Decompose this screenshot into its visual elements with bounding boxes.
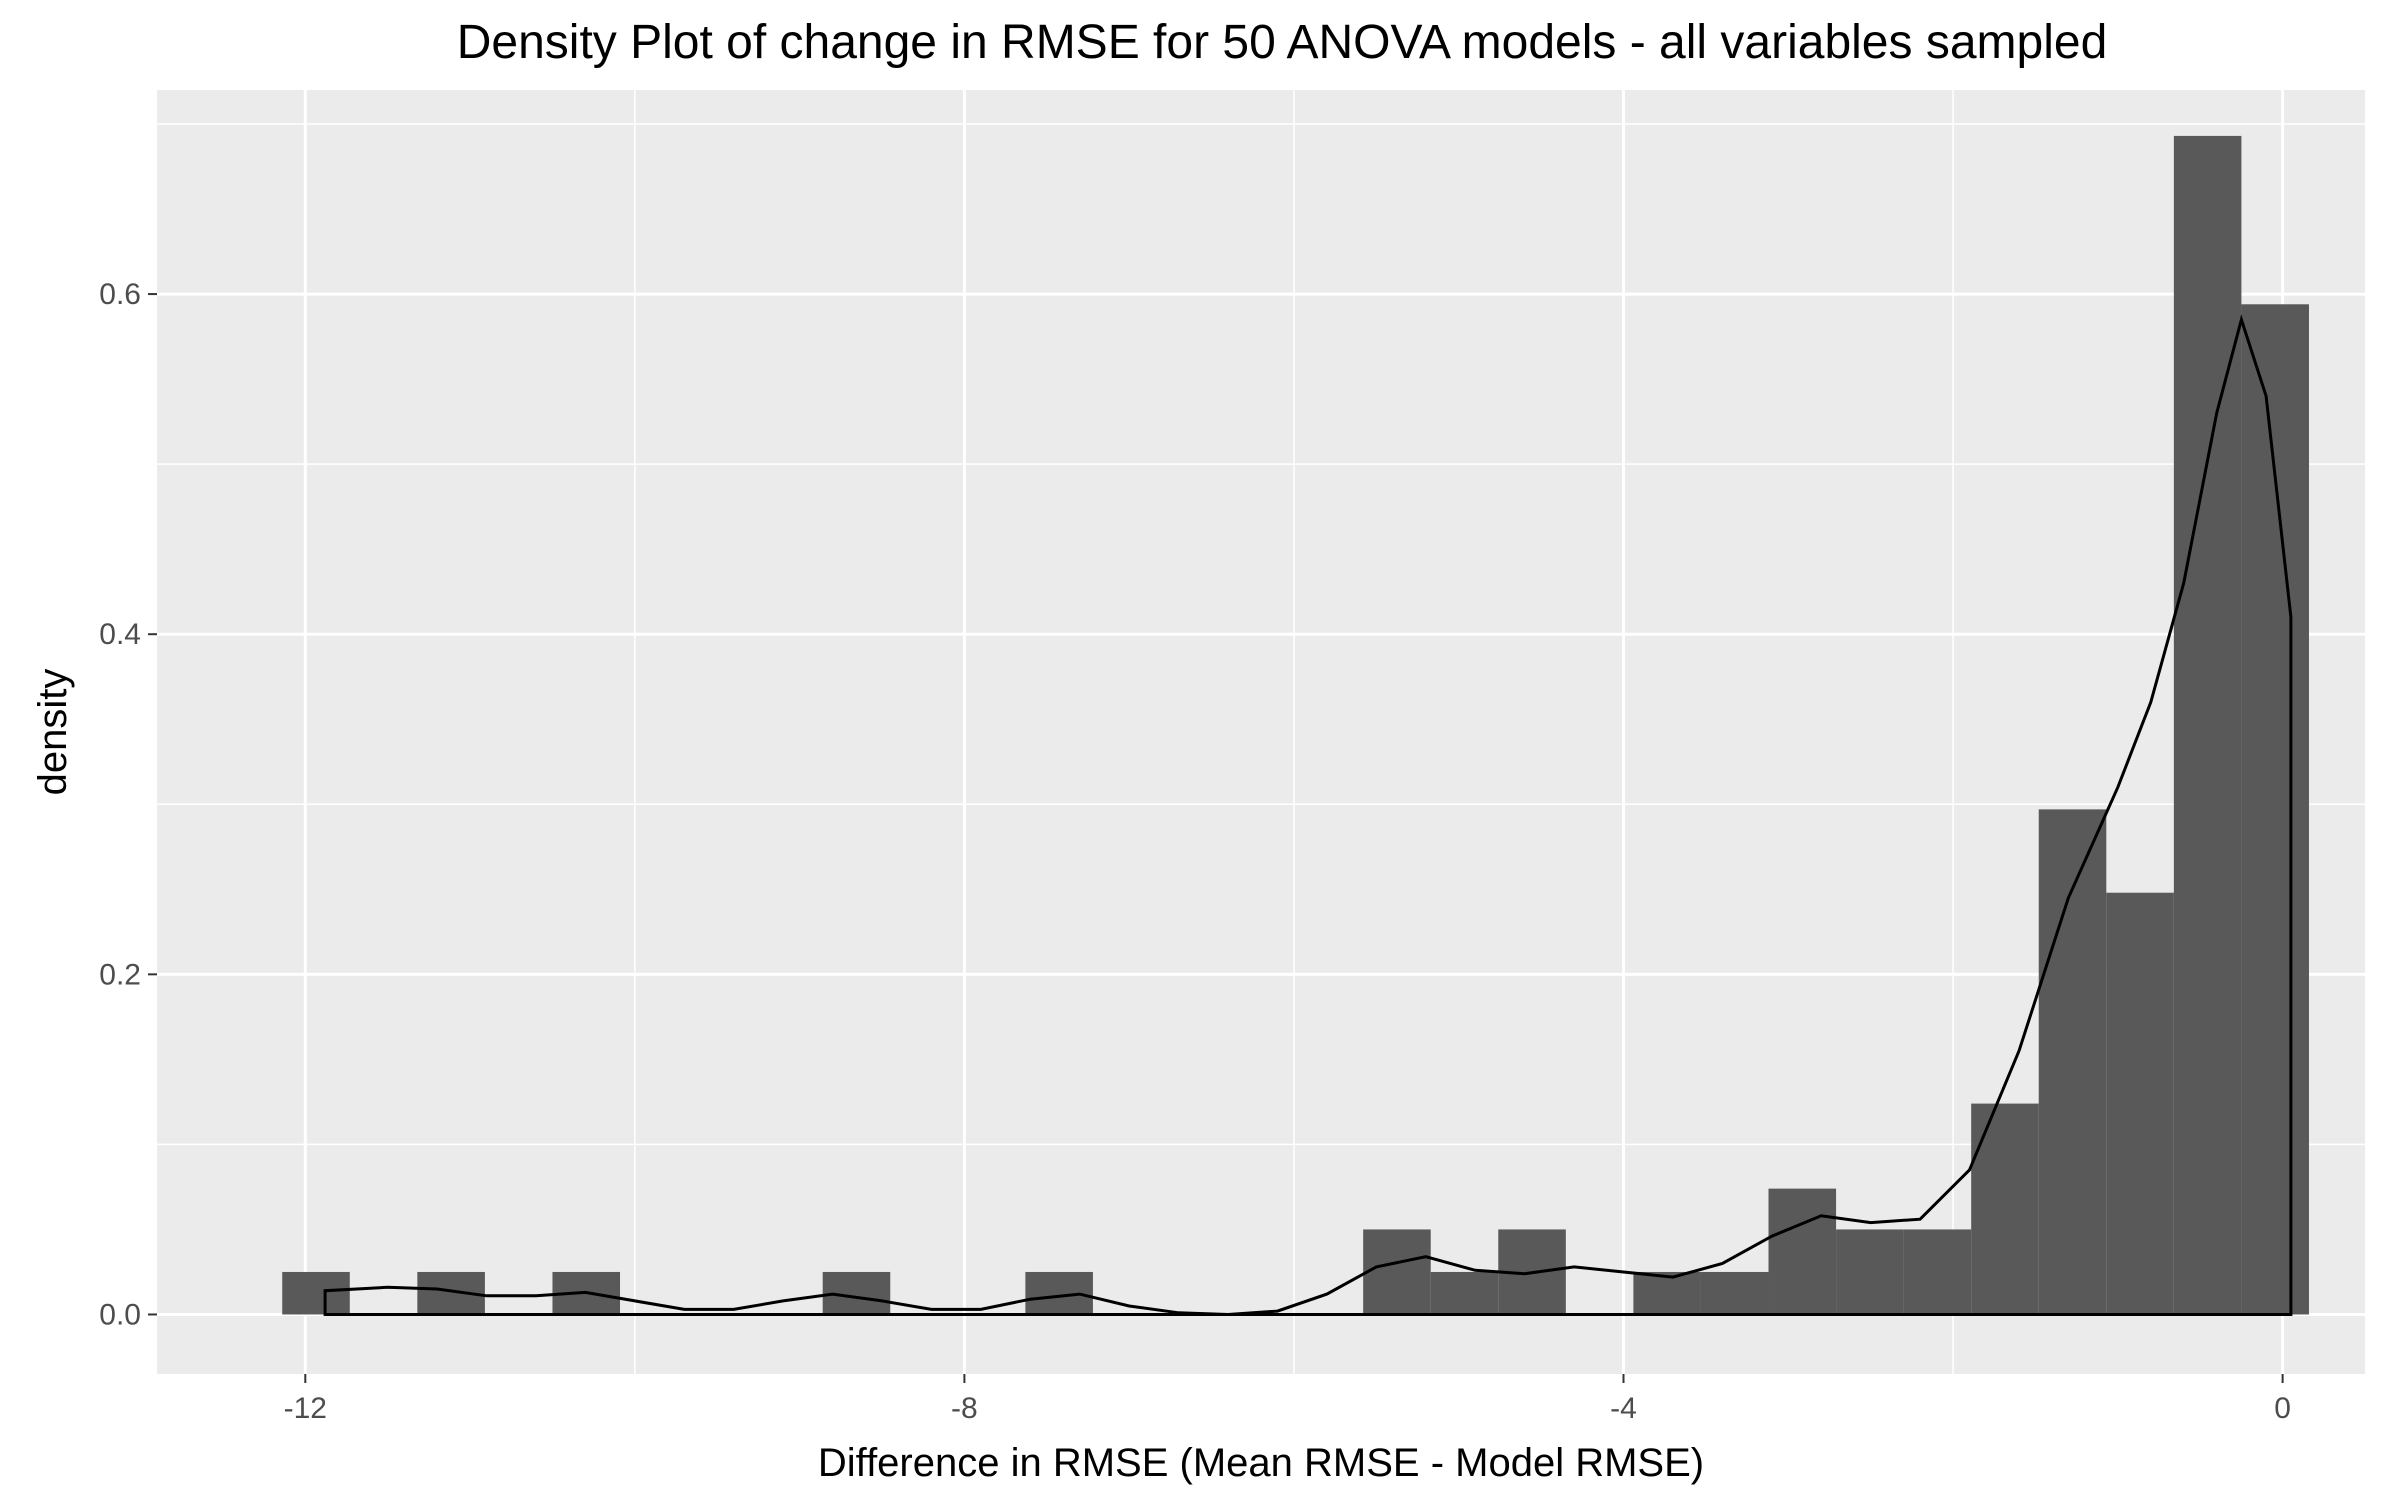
histogram-bar xyxy=(1836,1229,1904,1315)
histogram-bar xyxy=(1430,1271,1499,1315)
y-tick-label: 0.2 xyxy=(99,958,141,991)
histogram-bar xyxy=(2038,809,2107,1315)
x-axis-title: Difference in RMSE (Mean RMSE - Model RM… xyxy=(818,1441,1704,1485)
minor-gridlines xyxy=(157,90,2365,1374)
x-tick-label: -4 xyxy=(1610,1392,1637,1425)
histogram-bar xyxy=(1971,1103,2039,1315)
histogram-bar xyxy=(1363,1229,1431,1315)
y-axis-title: density xyxy=(31,669,75,796)
x-tick-label: -12 xyxy=(284,1392,327,1425)
histogram-bar xyxy=(2241,304,2309,1315)
histogram-bar xyxy=(282,1271,350,1315)
histogram-bar xyxy=(1025,1271,1093,1315)
density-curve xyxy=(323,314,2293,1317)
x-tick-label: 0 xyxy=(2274,1392,2291,1425)
histogram-bar xyxy=(2106,892,2174,1315)
x-axis: -12 -8 -4 0 xyxy=(284,1374,2291,1425)
histogram-bar xyxy=(1633,1271,1701,1315)
histogram-bar xyxy=(1903,1229,1972,1315)
histogram-bar xyxy=(1768,1188,1837,1315)
y-tick-label: 0.6 xyxy=(99,278,141,311)
y-tick-label: 0.4 xyxy=(99,618,141,651)
y-tick-label: 0.0 xyxy=(99,1298,141,1331)
histogram-bar xyxy=(1700,1271,1769,1315)
x-tick-label: -8 xyxy=(951,1392,978,1425)
y-axis: 0.0 0.2 0.4 0.6 xyxy=(99,278,157,1331)
chart-title: Density Plot of change in RMSE for 50 AN… xyxy=(457,16,2108,69)
histogram-bar xyxy=(2173,135,2242,1315)
